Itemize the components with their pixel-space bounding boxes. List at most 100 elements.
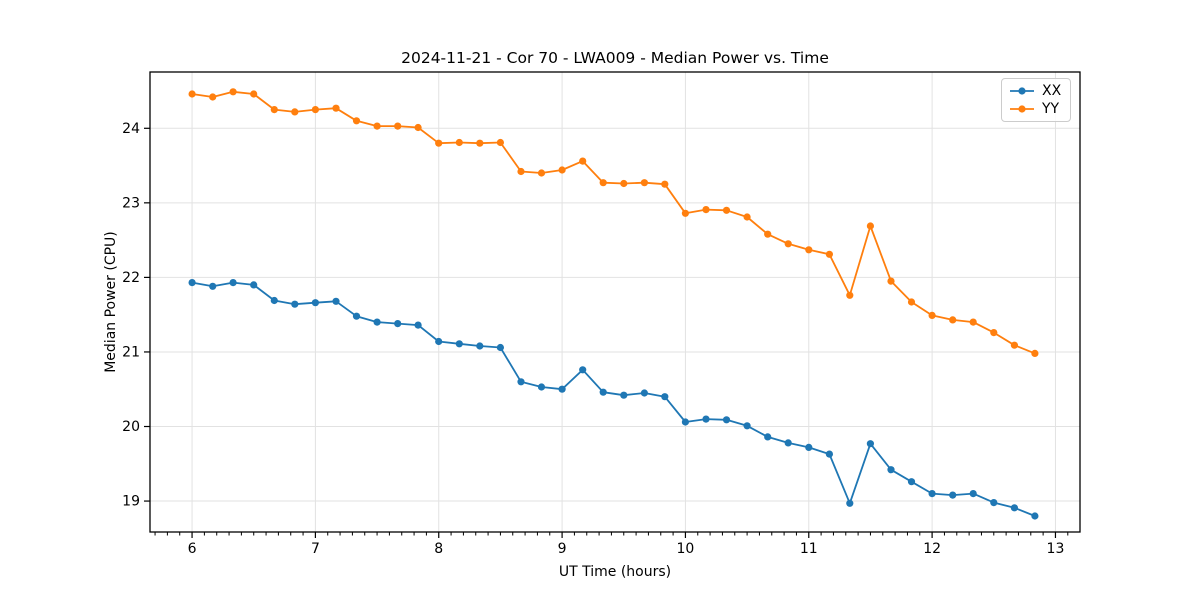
data-point-yy: [825, 250, 834, 258]
data-point-xx: [352, 312, 361, 320]
legend-label-xx: XX: [1042, 83, 1062, 99]
data-point-xx: [476, 342, 484, 350]
data-point-xx: [291, 300, 299, 308]
data-point-yy: [476, 139, 484, 147]
legend-line-marker-icon: [1010, 87, 1034, 95]
data-point-yy: [907, 298, 916, 306]
data-point-yy: [722, 206, 731, 214]
data-point-xx: [825, 450, 834, 458]
x-tick-label: 11: [800, 541, 818, 557]
data-point-xx: [435, 337, 443, 346]
data-point-xx: [722, 416, 731, 424]
y-tick-label: 22: [122, 270, 140, 286]
data-point-yy: [352, 117, 361, 125]
axes-frame: [149, 71, 1081, 533]
data-point-yy: [1031, 349, 1039, 357]
data-point-xx: [681, 418, 690, 426]
data-point-yy: [455, 138, 463, 147]
legend-label-yy: YY: [1042, 101, 1060, 117]
data-point-yy: [373, 122, 381, 130]
data-point-yy: [435, 139, 443, 147]
data-point-xx: [373, 318, 381, 326]
x-tick-label: 13: [1047, 541, 1065, 557]
data-point-yy: [661, 180, 669, 188]
data-point-yy: [414, 123, 422, 132]
data-point-xx: [969, 490, 977, 498]
data-point-yy: [949, 316, 957, 324]
data-point-yy: [1010, 341, 1019, 349]
legend-entry-yy: YY: [1009, 101, 1061, 117]
data-point-xx: [866, 440, 875, 448]
data-point-yy: [250, 90, 258, 98]
data-point-yy: [928, 311, 936, 319]
data-point-xx: [907, 478, 916, 486]
data-point-yy: [311, 106, 319, 114]
data-point-xx: [188, 279, 196, 287]
x-tick-label: 7: [311, 541, 320, 557]
data-point-yy: [188, 90, 196, 98]
data-point-xx: [928, 490, 936, 498]
data-point-yy: [291, 108, 299, 116]
legend-entry-xx: XX: [1009, 83, 1061, 99]
data-point-xx: [332, 297, 340, 305]
data-point-yy: [332, 104, 340, 112]
data-point-yy: [270, 106, 278, 114]
x-tick-label: 6: [188, 541, 197, 557]
data-point-yy: [599, 179, 607, 187]
data-point-xx: [702, 415, 710, 423]
data-point-xx: [270, 296, 278, 305]
data-point-xx: [311, 299, 319, 307]
y-tick-label: 23: [122, 195, 140, 211]
data-point-yy: [394, 122, 402, 130]
y-tick-label: 21: [122, 344, 140, 360]
data-point-yy: [784, 240, 792, 248]
data-point-yy: [969, 318, 977, 326]
data-point-xx: [394, 320, 402, 328]
data-point-xx: [887, 466, 895, 474]
y-tick-label: 20: [122, 419, 140, 435]
y-tick-label: 24: [122, 121, 140, 137]
data-point-yy: [496, 138, 504, 147]
data-point-yy: [620, 179, 628, 188]
data-point-yy: [229, 88, 237, 96]
data-point-xx: [620, 391, 628, 399]
data-point-yy: [764, 230, 772, 238]
data-point-xx: [764, 433, 772, 441]
data-point-yy: [743, 213, 751, 221]
data-point-xx: [496, 343, 504, 352]
data-point-yy: [537, 169, 546, 177]
data-point-yy: [681, 209, 690, 217]
data-point-xx: [250, 281, 258, 289]
data-point-xx: [661, 393, 669, 401]
chart-title: 2024-11-21 - Cor 70 - LWA009 - Median Po…: [401, 49, 829, 67]
data-point-yy: [517, 167, 525, 176]
data-point-xx: [846, 499, 854, 507]
data-point-xx: [784, 439, 792, 447]
data-point-xx: [414, 321, 422, 329]
data-point-yy: [640, 179, 649, 187]
x-axis-label: UT Time (hours): [558, 564, 672, 580]
data-point-yy: [866, 222, 875, 230]
y-axis-label: Median Power (CPU): [103, 231, 119, 373]
data-point-yy: [805, 246, 813, 254]
x-tick-label: 10: [677, 541, 695, 557]
data-point-yy: [558, 166, 566, 174]
data-point-xx: [1010, 504, 1019, 512]
x-tick-label: 9: [558, 541, 567, 557]
data-point-xx: [599, 388, 607, 396]
data-point-xx: [805, 443, 813, 451]
data-point-xx: [229, 279, 237, 287]
legend-line-marker-icon: [1010, 105, 1034, 113]
x-tick-label: 8: [434, 541, 443, 557]
data-point-yy: [887, 277, 895, 285]
data-point-yy: [579, 157, 587, 165]
data-point-yy: [702, 206, 710, 214]
data-point-xx: [517, 378, 525, 386]
data-point-yy: [209, 93, 217, 101]
legend: XX YY: [1001, 78, 1072, 122]
data-point-xx: [579, 366, 587, 374]
data-point-yy: [846, 291, 854, 299]
data-point-xx: [455, 340, 463, 348]
